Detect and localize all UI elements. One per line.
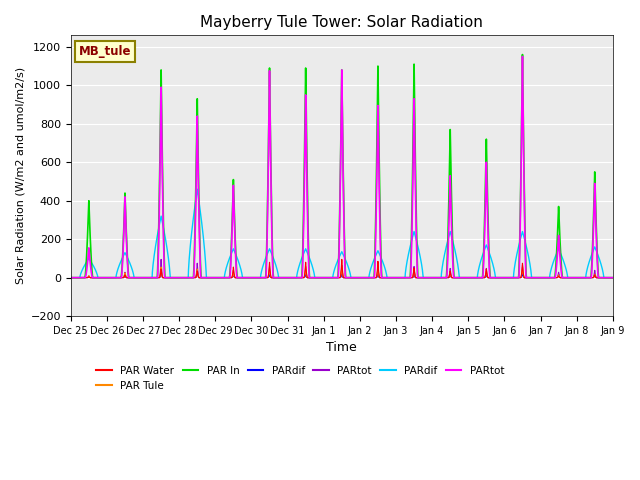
X-axis label: Time: Time [326,341,357,354]
Legend: PAR Water, PAR Tule, PAR In, PARdif, PARtot, PARdif, PARtot: PAR Water, PAR Tule, PAR In, PARdif, PAR… [92,361,508,395]
Title: Mayberry Tule Tower: Solar Radiation: Mayberry Tule Tower: Solar Radiation [200,15,483,30]
Y-axis label: Solar Radiation (W/m2 and umol/m2/s): Solar Radiation (W/m2 and umol/m2/s) [15,67,25,284]
Text: MB_tule: MB_tule [79,45,131,58]
